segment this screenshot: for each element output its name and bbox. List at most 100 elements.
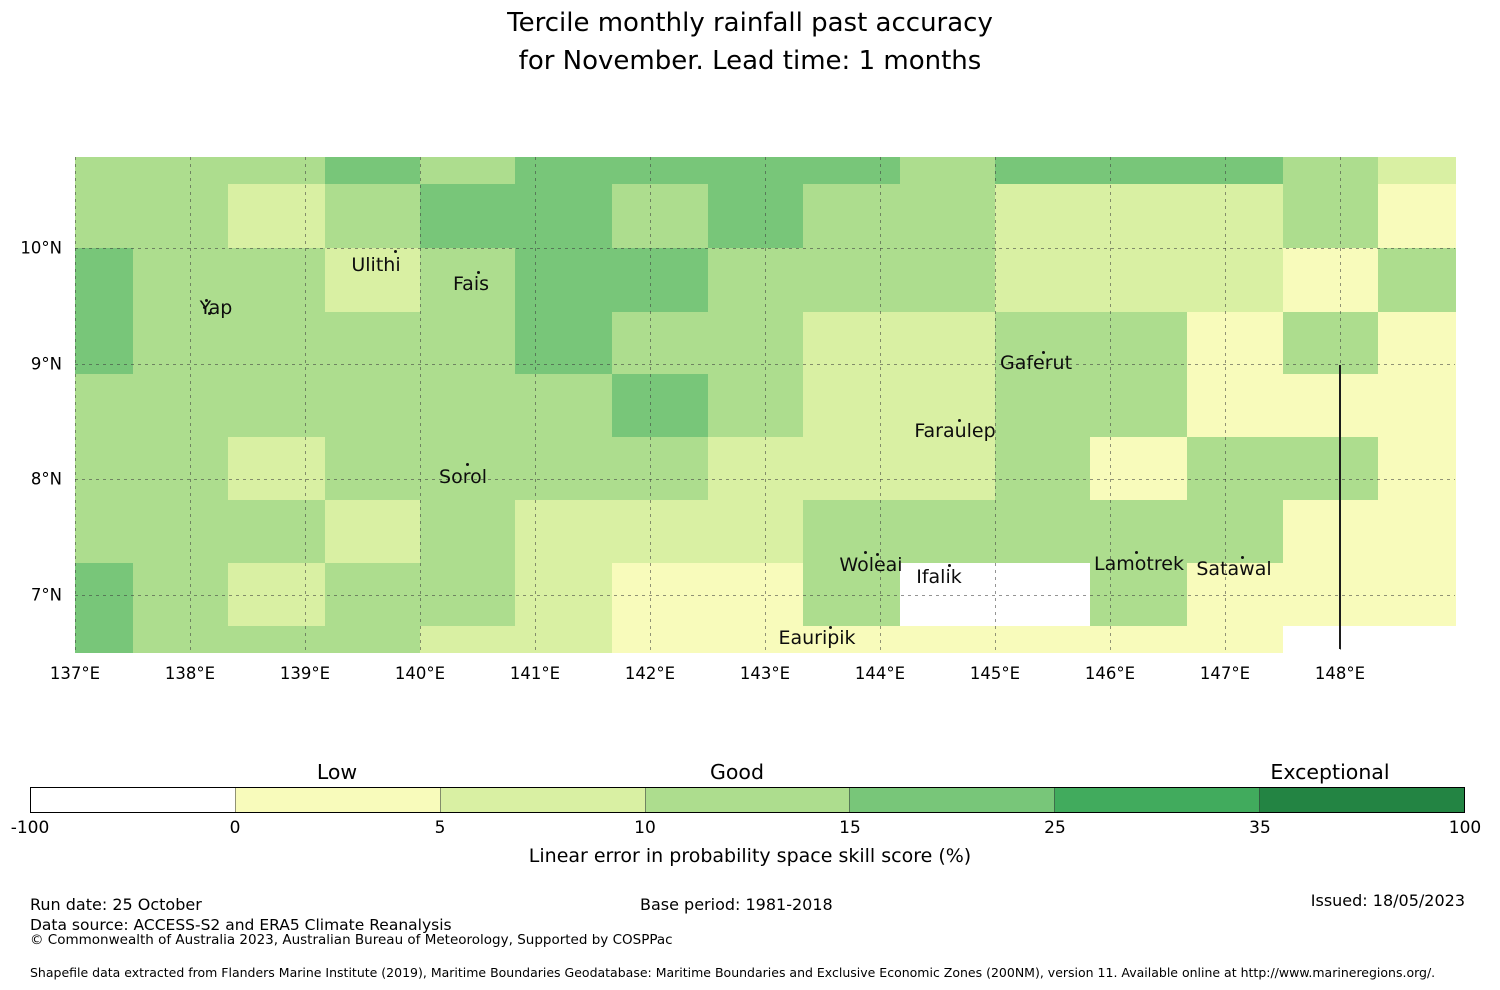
heatmap-cell	[324, 625, 421, 653]
maritime-boundary-line	[1338, 365, 1342, 649]
heatmap-cell	[1187, 156, 1284, 186]
island-label: Faraulep	[914, 420, 996, 442]
island-label: Satawal	[1196, 558, 1272, 580]
heatmap-cell	[612, 625, 709, 653]
heatmap-cell	[132, 248, 229, 313]
island-dot	[394, 250, 397, 253]
heatmap-cell	[899, 248, 996, 313]
heatmap-cell	[802, 625, 901, 653]
heatmap-cell	[515, 184, 613, 249]
heatmap-cell	[707, 373, 804, 439]
colorbar-category-label: Exceptional	[1270, 760, 1390, 784]
heatmap-cell	[899, 625, 996, 653]
latitude-tick-label: 7°N	[30, 585, 62, 604]
heatmap-cell	[420, 373, 517, 439]
colorbar-segment	[1054, 788, 1260, 812]
heatmap-cell	[1090, 625, 1188, 653]
map-gridline-vertical	[420, 156, 421, 653]
island-dot	[466, 463, 469, 466]
heatmap-cell	[1377, 373, 1456, 439]
colorbar-segment	[849, 788, 1055, 812]
island-dot	[864, 551, 867, 554]
heatmap-cell	[802, 437, 901, 501]
heatmap-cell	[515, 311, 613, 375]
heatmap-cell	[1377, 625, 1456, 653]
island-label: Sorol	[439, 466, 487, 488]
run-date-text: Run date: 25 October	[30, 895, 202, 914]
heatmap-cell	[420, 156, 517, 186]
colorbar-tick-label: 10	[634, 818, 656, 838]
heatmap-cell	[1282, 437, 1379, 501]
longitude-tick-label: 147°E	[1199, 664, 1251, 684]
heatmap-cell	[899, 311, 996, 375]
heatmap-cell	[75, 311, 134, 375]
heatmap-cell	[707, 184, 804, 249]
map-gridline-vertical	[880, 156, 881, 653]
heatmap-cell	[515, 625, 613, 653]
heatmap-cell	[324, 248, 421, 313]
shapefile-attribution-text: Shapefile data extracted from Flanders M…	[30, 965, 1436, 980]
heatmap-cell	[515, 437, 613, 501]
heatmap-cell	[75, 248, 134, 313]
longitude-tick-label: 142°E	[624, 664, 676, 684]
heatmap-cell	[420, 499, 517, 564]
colorbar-tick-label: 25	[1044, 818, 1066, 838]
heatmap-cell	[75, 184, 134, 249]
longitude-tick-label: 138°E	[164, 664, 216, 684]
map-gridline-vertical	[535, 156, 536, 653]
heatmap-cell	[802, 248, 901, 313]
heatmap-cell	[802, 156, 901, 186]
chart-title: Tercile monthly rainfall past accuracy f…	[0, 4, 1500, 80]
copyright-text: © Commonwealth of Australia 2023, Austra…	[30, 932, 673, 948]
colorbar-segment	[31, 788, 235, 812]
heatmap-cell	[995, 625, 1092, 653]
island-label: Ulithi	[351, 254, 401, 276]
island-dot	[205, 299, 208, 302]
heatmap-cell	[1282, 184, 1379, 249]
heatmap-cell	[324, 437, 421, 501]
heatmap-cell	[707, 248, 804, 313]
heatmap-cell	[995, 373, 1092, 439]
heatmap-cell	[227, 625, 326, 653]
island-label: Fais	[452, 273, 490, 295]
heatmap-cell	[227, 499, 326, 564]
heatmap-cell	[995, 184, 1092, 249]
heatmap-cell	[995, 248, 1092, 313]
island-label: Ifalik	[916, 566, 962, 588]
heatmap-cell	[612, 373, 709, 439]
island-dot	[208, 312, 211, 315]
map-gridline-horizontal	[75, 363, 1455, 365]
heatmap-cell	[132, 499, 229, 564]
latitude-tick-label: 10°N	[20, 238, 62, 258]
longitude-tick-label: 145°E	[969, 664, 1021, 684]
map-gridline-horizontal	[75, 479, 1455, 480]
heatmap-cell	[899, 437, 996, 501]
heatmap-cell	[612, 499, 709, 564]
heatmap-cell	[1090, 437, 1188, 501]
heatmap-cell	[1377, 248, 1456, 313]
heatmap-cell	[324, 156, 421, 186]
latitude-tick-label: 9°N	[30, 354, 62, 373]
island-dot	[203, 306, 206, 309]
heatmap-cell	[707, 437, 804, 501]
map-gridline-vertical	[1225, 156, 1226, 653]
heatmap-cell	[227, 156, 326, 186]
longitude-tick-label: 139°E	[279, 664, 331, 684]
heatmap-cell	[75, 373, 134, 439]
map-gridline-vertical	[650, 156, 651, 653]
map-gridline-vertical	[995, 156, 996, 653]
heatmap-cell	[1282, 625, 1379, 653]
heatmap-cell	[515, 248, 613, 313]
heatmap-cell	[612, 184, 709, 249]
colorbar-tick-label: 0	[229, 818, 241, 838]
heatmap-cell	[1282, 248, 1379, 313]
heatmap-cell	[612, 156, 709, 186]
heatmap-cell	[132, 184, 229, 249]
heatmap-cell	[1187, 437, 1284, 501]
heatmap-cell	[1377, 499, 1456, 564]
longitude-tick-label: 141°E	[509, 664, 561, 684]
heatmap-cell	[324, 311, 421, 375]
heatmap-cell	[1377, 311, 1456, 375]
island-label: Woleai	[839, 554, 903, 576]
heatmap-cell	[420, 311, 517, 375]
